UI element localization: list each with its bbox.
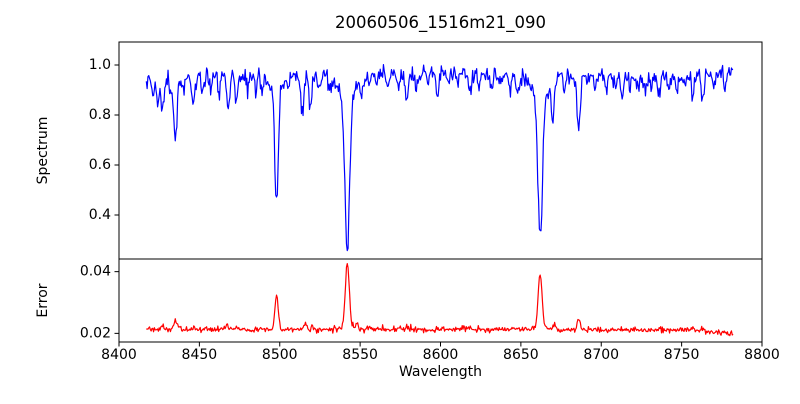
- y-axis-label-spectrum: Spectrum: [35, 117, 51, 185]
- x-tick-label: 8400: [101, 347, 137, 363]
- error-y-tick-label: 0.02: [80, 325, 111, 341]
- spectrum-data-line: [145, 64, 734, 252]
- error-data-line: [146, 263, 734, 337]
- x-tick-label: 8800: [744, 347, 780, 363]
- spectrum-y-tick-label: 1.0: [89, 57, 111, 73]
- x-tick-label: 8450: [182, 347, 218, 363]
- x-tick-label: 8550: [342, 347, 378, 363]
- x-tick-label: 8600: [423, 347, 459, 363]
- x-tick-label: 8700: [583, 347, 619, 363]
- error-y-tick-label: 0.04: [80, 264, 111, 280]
- error-panel-frame: [118, 258, 763, 343]
- spectrum-y-tick-label: 0.8: [89, 107, 111, 123]
- spectrum-y-tick-label: 0.6: [89, 157, 111, 173]
- plot-area: 0.4 0.6 0.8 1.0 0.02 0.04 8400 8450 8500 8550 8600…: [80, 41, 780, 363]
- x-tick-label: 8500: [262, 347, 298, 363]
- x-axis-label: Wavelength: [399, 364, 482, 380]
- spectrum-y-tick-label: 0.4: [89, 207, 111, 223]
- x-tick-label: 8650: [503, 347, 539, 363]
- x-tick-label: 8750: [664, 347, 700, 363]
- y-axis-label-error: Error: [35, 283, 51, 317]
- chart-title: 20060506_1516m21_090: [335, 13, 546, 33]
